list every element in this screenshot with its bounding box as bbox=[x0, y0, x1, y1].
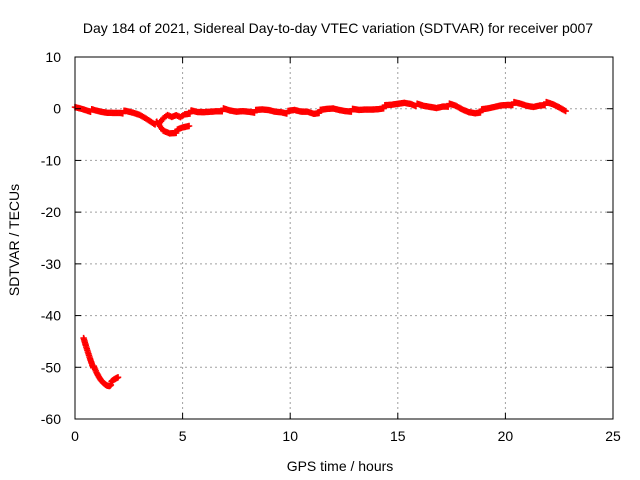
x-axis-label: GPS time / hours bbox=[287, 458, 394, 474]
data-point bbox=[477, 109, 484, 116]
y-tick-label: 0 bbox=[53, 101, 61, 117]
grid-lines bbox=[75, 57, 613, 419]
y-tick-label: -40 bbox=[41, 308, 61, 324]
data-points bbox=[71, 98, 569, 390]
data-point bbox=[185, 122, 193, 130]
y-tick-label: -60 bbox=[41, 411, 61, 427]
data-point bbox=[114, 374, 122, 381]
series-early-outlier-trace bbox=[80, 334, 122, 390]
series-dip-trace bbox=[153, 118, 193, 137]
x-tick-label: 15 bbox=[390, 428, 406, 444]
y-tick-label: -20 bbox=[41, 204, 61, 220]
plot-frame bbox=[74, 56, 614, 420]
series-main-trace bbox=[71, 98, 569, 128]
y-tick-label: -30 bbox=[41, 256, 61, 272]
x-tick-label: 25 bbox=[605, 428, 621, 444]
data-point bbox=[172, 129, 180, 137]
x-tick-label: 0 bbox=[71, 428, 79, 444]
y-tick-label: -10 bbox=[41, 152, 61, 168]
y-tick-label: 10 bbox=[45, 49, 61, 65]
x-tick-label: 20 bbox=[498, 428, 514, 444]
data-point bbox=[315, 109, 323, 117]
x-tick-label: 10 bbox=[282, 428, 298, 444]
chart-title: Day 184 of 2021, Sidereal Day-to-day VTE… bbox=[83, 20, 593, 36]
data-point bbox=[380, 105, 387, 112]
data-point bbox=[562, 107, 569, 115]
x-tick-label: 5 bbox=[179, 428, 187, 444]
axis-ticks: 0 5 10 15 20 25 10 0 -10 -20 -30 -40 -50 -60 bbox=[41, 49, 621, 444]
y-axis-label: SDTVAR / TECUs bbox=[6, 184, 22, 296]
y-tick-label: -50 bbox=[41, 359, 61, 375]
